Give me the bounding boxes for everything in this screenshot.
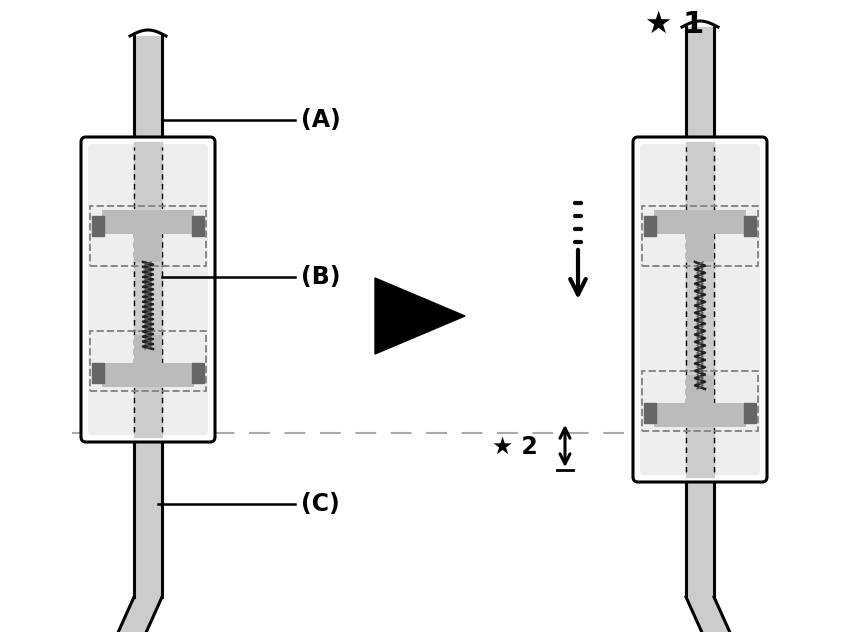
FancyBboxPatch shape (88, 144, 208, 435)
FancyBboxPatch shape (640, 144, 760, 475)
Bar (744, 216, 756, 236)
Polygon shape (654, 210, 746, 262)
Bar (644, 216, 656, 236)
Bar (92, 216, 104, 236)
Polygon shape (654, 375, 746, 427)
Bar (92, 363, 104, 383)
Text: (B): (B) (301, 265, 341, 289)
FancyBboxPatch shape (633, 137, 767, 482)
Text: ★ 2: ★ 2 (492, 435, 537, 459)
Polygon shape (102, 335, 194, 387)
Text: ★ 1: ★ 1 (645, 9, 704, 39)
Bar (192, 363, 204, 383)
Text: (A): (A) (301, 108, 341, 132)
FancyBboxPatch shape (81, 137, 215, 442)
Bar (644, 403, 656, 423)
Text: (C): (C) (301, 492, 340, 516)
Bar (192, 216, 204, 236)
Bar (744, 403, 756, 423)
Polygon shape (102, 210, 194, 262)
Polygon shape (375, 278, 465, 354)
